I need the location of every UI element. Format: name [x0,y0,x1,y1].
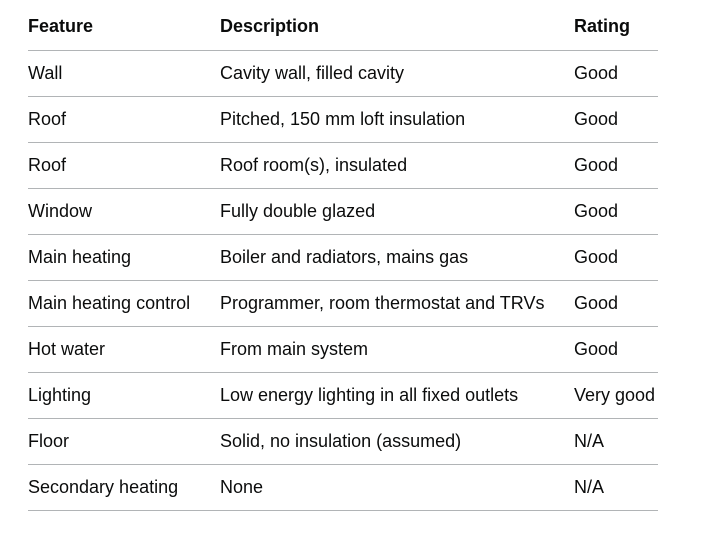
cell-feature: Roof [28,142,220,189]
table-body: Wall Cavity wall, filled cavity Good Roo… [28,50,658,511]
cell-feature: Main heating [28,234,220,281]
table-row: Main heating Boiler and radiators, mains… [28,234,658,281]
table-row: Secondary heating None N/A [28,464,658,511]
cell-description: Programmer, room thermostat and TRVs [220,280,574,327]
header-row: Feature Description Rating [28,0,658,51]
table-row: Main heating control Programmer, room th… [28,280,658,327]
cell-rating: Good [574,142,658,189]
cell-rating: Good [574,188,658,235]
cell-rating: N/A [574,464,658,511]
page-content: Feature Description Rating Wall Cavity w… [28,0,658,511]
cell-feature: Wall [28,50,220,97]
header-description: Description [220,0,574,51]
cell-rating: Good [574,234,658,281]
table-row: Lighting Low energy lighting in all fixe… [28,372,658,419]
table-row: Window Fully double glazed Good [28,188,658,235]
cell-description: Low energy lighting in all fixed outlets [220,372,574,419]
property-features-table: Feature Description Rating Wall Cavity w… [28,0,658,511]
cell-rating: Good [574,280,658,327]
cell-description: Boiler and radiators, mains gas [220,234,574,281]
cell-rating: Good [574,326,658,373]
cell-description: From main system [220,326,574,373]
header-rating: Rating [574,0,658,51]
table-row: Roof Roof room(s), insulated Good [28,142,658,189]
table-row: Hot water From main system Good [28,326,658,373]
header-feature: Feature [28,0,220,51]
cell-feature: Window [28,188,220,235]
cell-feature: Roof [28,96,220,143]
cell-description: Solid, no insulation (assumed) [220,418,574,465]
cell-rating: Very good [574,372,658,419]
table-row: Wall Cavity wall, filled cavity Good [28,50,658,97]
cell-rating: Good [574,96,658,143]
cell-feature: Secondary heating [28,464,220,511]
cell-feature: Floor [28,418,220,465]
cell-description: None [220,464,574,511]
cell-feature: Main heating control [28,280,220,327]
table-header: Feature Description Rating [28,0,658,51]
cell-description: Fully double glazed [220,188,574,235]
cell-feature: Lighting [28,372,220,419]
table-row: Floor Solid, no insulation (assumed) N/A [28,418,658,465]
table-row: Roof Pitched, 150 mm loft insulation Goo… [28,96,658,143]
cell-description: Cavity wall, filled cavity [220,50,574,97]
cell-description: Pitched, 150 mm loft insulation [220,96,574,143]
cell-rating: N/A [574,418,658,465]
cell-rating: Good [574,50,658,97]
cell-description: Roof room(s), insulated [220,142,574,189]
cell-feature: Hot water [28,326,220,373]
